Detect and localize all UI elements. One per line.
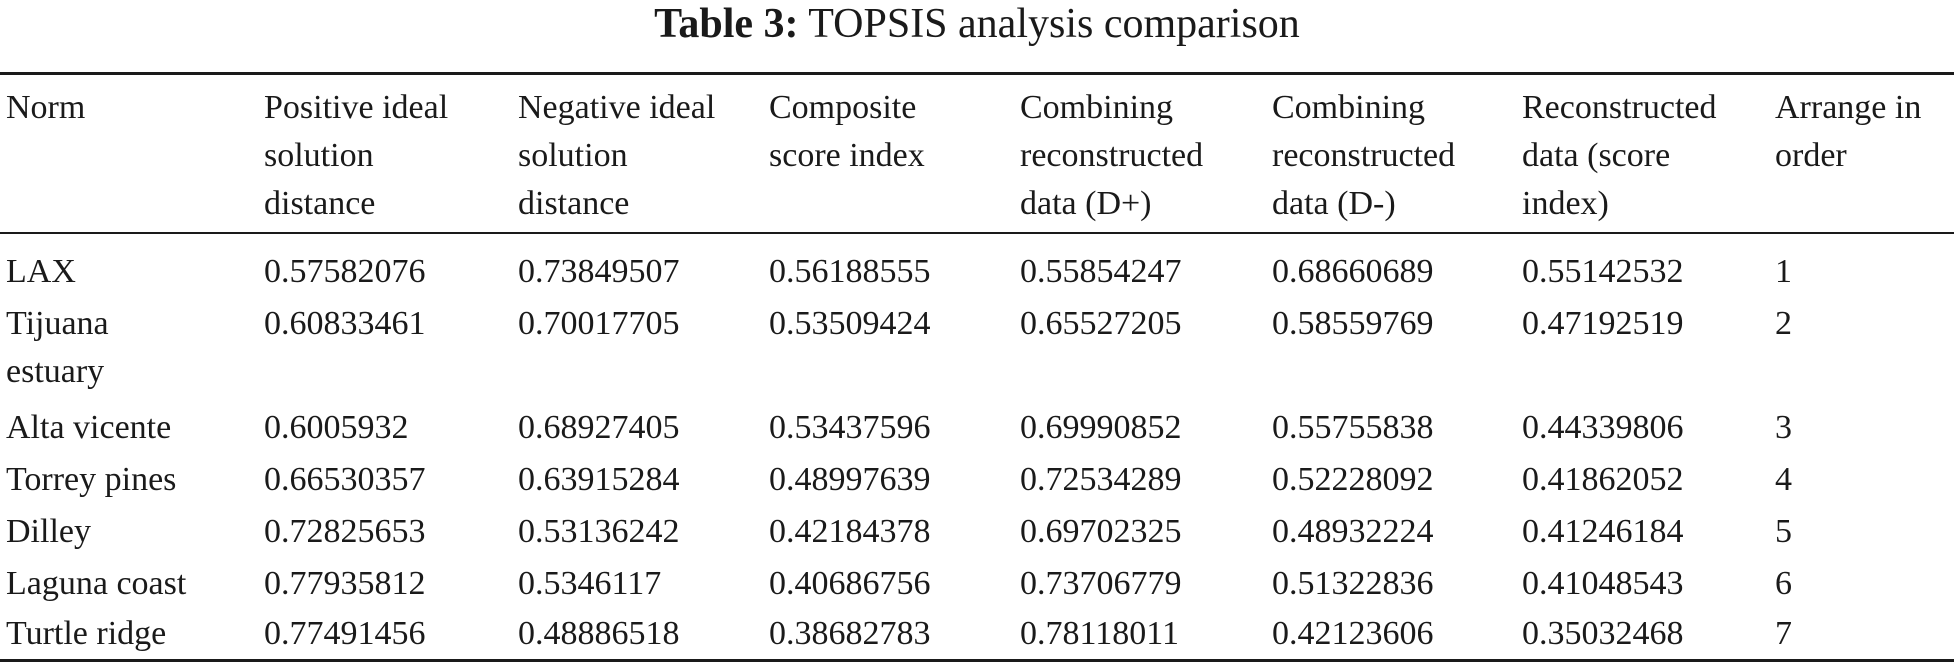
table-cell: 0.42184378 bbox=[769, 513, 931, 550]
row-label: LAX bbox=[6, 253, 76, 290]
table-cell: 0.63915284 bbox=[518, 461, 680, 498]
table-cell: 0.40686756 bbox=[769, 565, 931, 602]
table-bottom-rule bbox=[0, 659, 1954, 662]
row-label: Tijuana estuary bbox=[6, 305, 109, 390]
table-cell: 0.65527205 bbox=[1020, 305, 1182, 342]
row-label: Torrey pines bbox=[6, 461, 177, 498]
table-cell: 0.41862052 bbox=[1522, 461, 1684, 498]
column-header: Norm bbox=[6, 89, 86, 126]
column-header: Composite score index bbox=[769, 89, 925, 174]
table-cell: 1 bbox=[1775, 253, 1792, 290]
column-header: Combining reconstructed data (D-) bbox=[1272, 89, 1456, 222]
table-cell: 0.41246184 bbox=[1522, 513, 1684, 550]
row-label: Turtle ridge bbox=[6, 615, 167, 652]
table-cell: 3 bbox=[1775, 409, 1792, 446]
row-label: Alta vicente bbox=[6, 409, 172, 446]
table-cell: 0.55142532 bbox=[1522, 253, 1684, 290]
table-cell: 0.48886518 bbox=[518, 615, 680, 652]
table-cell: 6 bbox=[1775, 565, 1792, 602]
table-cell: 0.44339806 bbox=[1522, 409, 1684, 446]
table-cell: 0.6005932 bbox=[264, 409, 409, 446]
table-cell: 0.42123606 bbox=[1272, 615, 1434, 652]
table-cell: 0.58559769 bbox=[1272, 305, 1434, 342]
table-cell: 0.77935812 bbox=[264, 565, 426, 602]
table-cell: 0.57582076 bbox=[264, 253, 426, 290]
table-cell: 0.78118011 bbox=[1020, 615, 1179, 652]
table-cell: 5 bbox=[1775, 513, 1792, 550]
table-cell: 7 bbox=[1775, 615, 1792, 652]
table-cell: 0.52228092 bbox=[1272, 461, 1434, 498]
table-cell: 0.53437596 bbox=[769, 409, 931, 446]
table-top-rule bbox=[0, 72, 1954, 75]
column-header: Arrange in order bbox=[1775, 89, 1922, 174]
table-cell: 4 bbox=[1775, 461, 1792, 498]
row-label: Dilley bbox=[6, 513, 91, 550]
table-cell: 0.73849507 bbox=[518, 253, 680, 290]
table-cell: 0.69990852 bbox=[1020, 409, 1182, 446]
table-cell: 0.60833461 bbox=[264, 305, 426, 342]
column-header: Reconstructed data (score index) bbox=[1522, 89, 1717, 222]
table-cell: 0.48997639 bbox=[769, 461, 931, 498]
column-header: Positive ideal solution distance bbox=[264, 89, 449, 222]
table-cell: 0.41048543 bbox=[1522, 565, 1684, 602]
table-cell: 0.51322836 bbox=[1272, 565, 1434, 602]
column-header: Negative ideal solution distance bbox=[518, 89, 716, 222]
table-cell: 0.47192519 bbox=[1522, 305, 1684, 342]
table-cell: 0.68927405 bbox=[518, 409, 680, 446]
table-cell: 0.48932224 bbox=[1272, 513, 1434, 550]
table-cell: 0.53509424 bbox=[769, 305, 931, 342]
table-cell: 0.55755838 bbox=[1272, 409, 1434, 446]
table-cell: 0.68660689 bbox=[1272, 253, 1434, 290]
table-cell: 0.5346117 bbox=[518, 565, 662, 602]
table-cell: 0.73706779 bbox=[1020, 565, 1182, 602]
table-caption-label: Table 3: bbox=[654, 1, 799, 47]
table-cell: 0.70017705 bbox=[518, 305, 680, 342]
table-cell: 0.35032468 bbox=[1522, 615, 1684, 652]
table-caption-title: TOPSIS analysis comparison bbox=[808, 1, 1300, 47]
row-label: Laguna coast bbox=[6, 565, 187, 602]
table-cell: 0.77491456 bbox=[264, 615, 426, 652]
table-cell: 0.72825653 bbox=[264, 513, 426, 550]
table-cell: 0.38682783 bbox=[769, 615, 931, 652]
table-cell: 0.55854247 bbox=[1020, 253, 1182, 290]
table-cell: 2 bbox=[1775, 305, 1792, 342]
column-header: Combining reconstructed data (D+) bbox=[1020, 89, 1204, 222]
table-cell: 0.56188555 bbox=[769, 253, 931, 290]
table-cell: 0.53136242 bbox=[518, 513, 680, 550]
table-cell: 0.69702325 bbox=[1020, 513, 1182, 550]
table-cell: 0.66530357 bbox=[264, 461, 426, 498]
table-caption: Table 3: TOPSIS analysis comparison bbox=[0, 0, 1954, 48]
table-cell: 0.72534289 bbox=[1020, 461, 1182, 498]
table-header-rule bbox=[0, 232, 1954, 234]
